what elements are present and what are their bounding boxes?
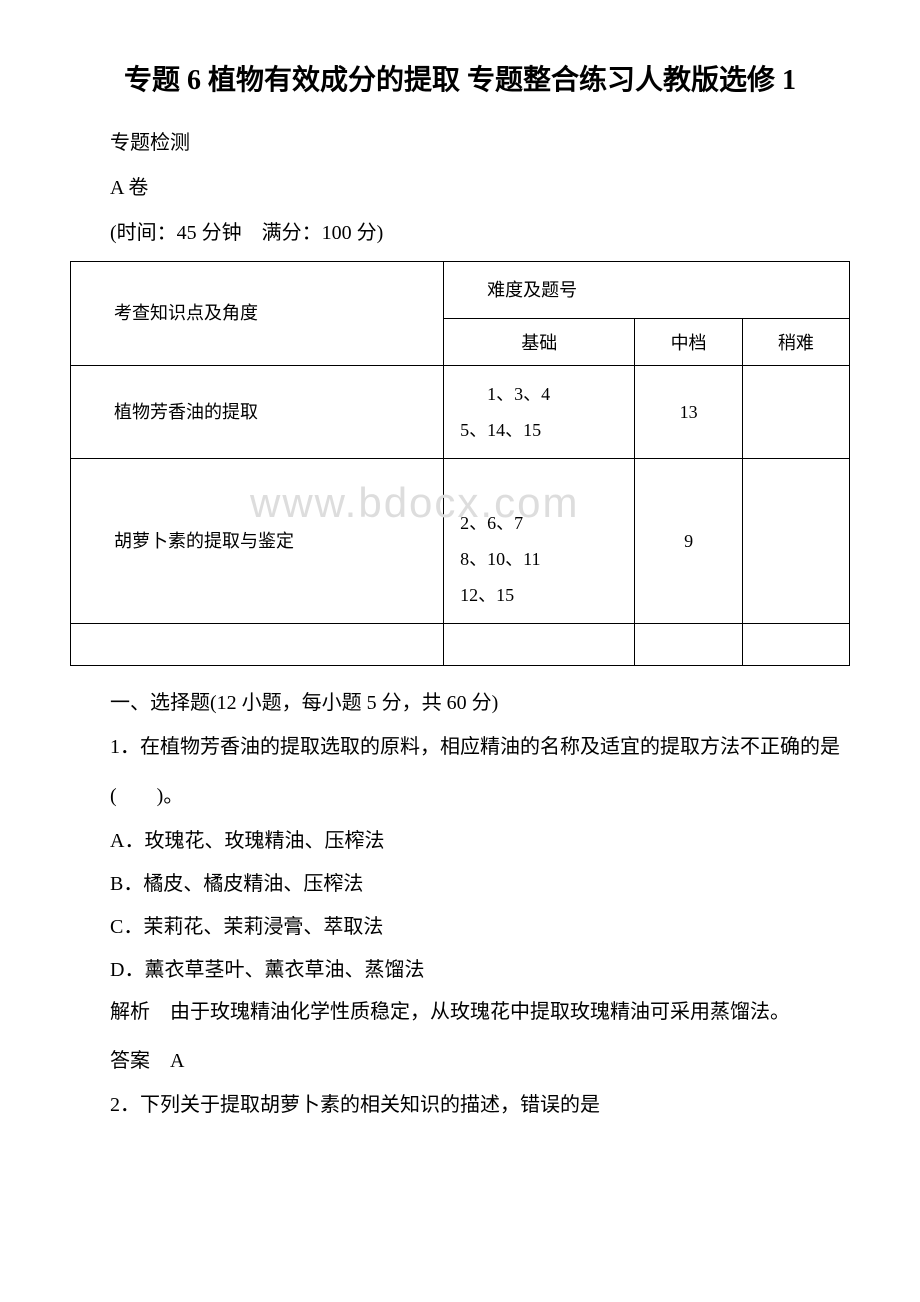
col-basic: 基础 — [444, 319, 635, 366]
table-cell-hard — [742, 459, 849, 624]
cell-text: 2、6、7 8、10、11 12、15 — [460, 513, 540, 605]
question-answer: 答案 A — [70, 1044, 850, 1073]
option-a: A．玫瑰花、玫瑰精油、压榨法 — [70, 824, 850, 853]
option-c: C．茉莉花、茉莉浸膏、萃取法 — [70, 910, 850, 939]
table-empty-cell — [742, 624, 849, 666]
question-stem: 1．在植物芳香油的提取选取的原料，相应精油的名称及适宜的提取方法不正确的是 — [70, 731, 850, 763]
table-cell-basic: 2、6、7 8、10、11 12、15 — [444, 459, 635, 624]
table-empty-cell — [635, 624, 742, 666]
table-empty-cell — [444, 624, 635, 666]
option-b: B．橘皮、橘皮精油、压榨法 — [70, 867, 850, 896]
table-header-left: 考查知识点及角度 — [71, 262, 444, 366]
timing-info: (时间：45 分钟 满分：100 分) — [70, 216, 850, 245]
topic-table-wrapper: 考查知识点及角度 难度及题号 基础 中档 稍难 植物芳香油的提取 1、3、4 5… — [70, 261, 850, 666]
question-stem: 2．下列关于提取胡萝卜素的相关知识的描述，错误的是 — [70, 1089, 850, 1121]
table-cell-basic: 1、3、4 5、14、15 — [444, 366, 635, 459]
table-header-right: 难度及题号 — [444, 262, 850, 319]
topic-table: 考查知识点及角度 难度及题号 基础 中档 稍难 植物芳香油的提取 1、3、4 5… — [70, 261, 850, 666]
col-medium: 中档 — [635, 319, 742, 366]
question-paren: ( )。 — [70, 779, 850, 808]
table-cell-medium: 13 — [635, 366, 742, 459]
table-cell-hard — [742, 366, 849, 459]
table-empty-cell — [71, 624, 444, 666]
document-title: 专题 6 植物有效成分的提取 专题整合练习人教版选修 1 — [70, 60, 850, 102]
section-heading: 一、选择题(12 小题，每小题 5 分，共 60 分) — [70, 686, 850, 715]
option-d: D．薰衣草茎叶、薰衣草油、蒸馏法 — [70, 953, 850, 982]
table-row-label: 胡萝卜素的提取与鉴定 — [71, 459, 444, 624]
question-analysis: 解析 由于玫瑰精油化学性质稳定，从玫瑰花中提取玫瑰精油可采用蒸馏法。 — [70, 996, 850, 1028]
section-label: 专题检测 — [70, 126, 850, 155]
col-hard: 稍难 — [742, 319, 849, 366]
table-cell-medium: 9 — [635, 459, 742, 624]
paper-label: A 卷 — [70, 171, 850, 200]
table-row-label: 植物芳香油的提取 — [71, 366, 444, 459]
